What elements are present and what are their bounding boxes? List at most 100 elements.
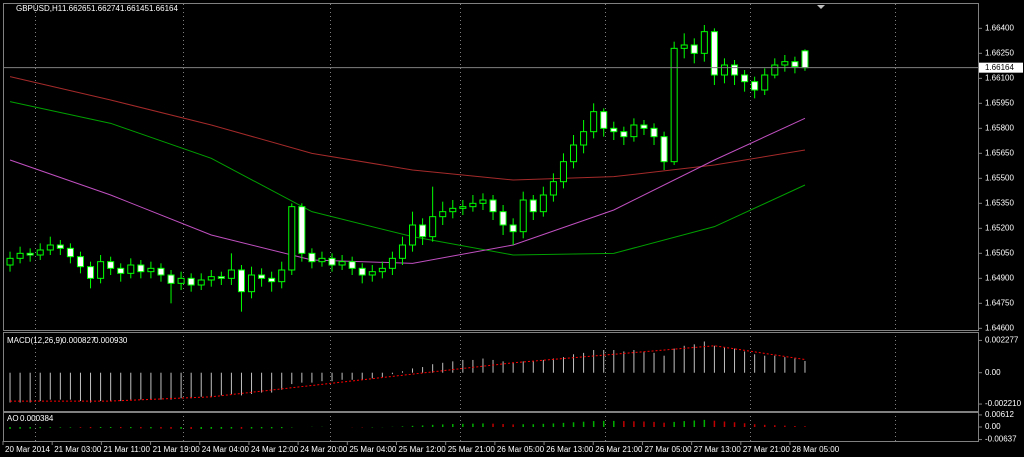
last-close: 1.66164 [149,4,178,13]
candle-body [288,206,296,271]
y-tick-label: 1.66100 [985,73,1014,82]
macd-panel [3,332,979,412]
x-tick-label: 26 Mar 13:00 [546,445,594,454]
candle-body [6,257,14,266]
candle-body [268,277,276,283]
candle-body [720,64,728,76]
y-tick-label: 1.64900 [985,273,1014,282]
y-tick-label: -0.00637 [985,435,1017,444]
candle-body [248,274,256,293]
x-tick-label: 25 Mar 21:00 [448,445,496,454]
y-tick-label: 1.66250 [985,48,1014,57]
candle-body [187,277,195,286]
y-tick-label: 1.65200 [985,223,1014,232]
y-tick-label: -0.002210 [985,399,1022,408]
candle-body [529,199,537,213]
y-tick-label: 0.00 [985,368,1001,377]
candle-body [117,267,125,274]
x-tick-label: 27 Mar 05:00 [644,445,692,454]
candle-body [781,61,789,66]
ao-last: 0.000384 [20,414,54,423]
candle-body [449,207,457,213]
candle-body [479,199,487,204]
candle-body [570,144,578,163]
candle-body [610,127,618,133]
x-tick-label: 27 Mar 13:00 [694,445,742,454]
y-tick-label: 1.65650 [985,148,1014,157]
candle-body [46,244,54,251]
candle-body [26,252,34,256]
candle-body [801,50,809,69]
candle-body [56,244,64,249]
candle-body [751,81,759,91]
last-open: 1.66265 [62,4,91,13]
y-tick-label: 1.64600 [985,323,1014,332]
candle-body [600,111,608,129]
candle-body [419,224,427,238]
candle-body [761,74,769,91]
signal-last: 0.000930 [94,336,128,345]
candle-body [127,264,135,274]
candle-body [368,271,376,276]
candle-body [137,264,145,273]
candle-body [358,267,366,276]
main-panel [3,3,979,331]
candle-body [469,202,477,208]
candle-body [87,266,95,279]
last-high: 1.66274 [91,4,120,13]
candle-body [308,252,316,263]
x-tick-label: 28 Mar 05:00 [792,445,840,454]
candle-body [177,277,185,284]
candle-body [620,131,628,138]
candle-body [650,127,658,138]
x-tick-label: 24 Mar 04:00 [202,445,250,454]
candle-body [318,257,326,263]
y-tick-label: 1.65950 [985,98,1014,107]
candle-body [338,261,346,266]
candle-body [731,64,739,76]
candle-body [741,74,749,83]
candle-body [509,224,517,233]
candle-body [539,194,547,213]
indicator-line [9,117,806,264]
indicator-line [10,345,806,402]
candle-body [398,244,406,259]
candle-body [157,267,165,276]
x-tick-label: 26 Mar 21:00 [595,445,643,454]
candle-body [16,252,24,259]
candle-body [378,267,386,273]
candle-body [227,269,235,279]
candle-body [217,276,225,279]
candle-body [459,206,467,209]
candle-body [590,111,598,133]
macd-last: 0.000827 [62,336,96,345]
candle-body [388,257,396,269]
candle-body [237,269,245,293]
candle-body [489,199,497,213]
y-tick-label: 1.65350 [985,198,1014,207]
candle-body [690,44,698,54]
candle-body [680,44,688,49]
x-tick-label: 24 Mar 12:00 [251,445,299,454]
candle-body [640,124,648,129]
candle-body [328,257,336,266]
candle-body [771,64,779,76]
x-tick-label: 21 Mar 19:00 [153,445,201,454]
candle-body [499,211,507,226]
candle-body [298,206,306,254]
candle-body [791,61,799,68]
y-tick-label: 0.00612 [985,410,1014,419]
shift-marker [817,5,825,9]
candle-body [76,256,84,268]
y-tick-label: 1.66400 [985,23,1014,32]
candle-body [670,47,678,163]
candle-body [710,31,718,76]
candle-body [278,269,286,283]
current-price-label: 1.66164 [985,63,1014,72]
x-tick-label: 27 Mar 21:00 [743,445,791,454]
candle-body [660,136,668,163]
x-tick-label: 26 Mar 05:00 [497,445,545,454]
candle-body [549,181,557,196]
